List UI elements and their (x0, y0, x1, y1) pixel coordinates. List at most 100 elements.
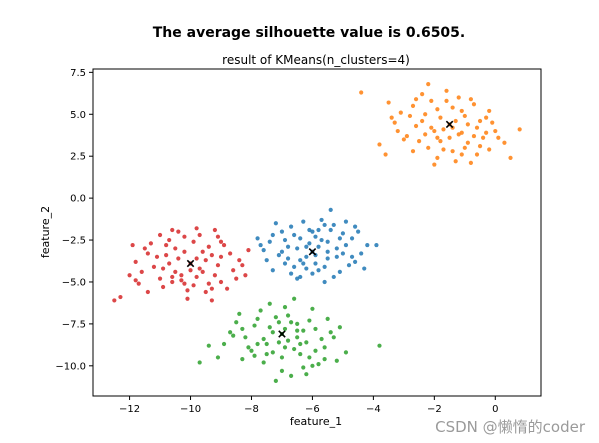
data-point (453, 159, 458, 164)
data-point (301, 328, 306, 333)
cluster-center-marker (278, 330, 286, 338)
centers-layer (186, 120, 454, 338)
data-point (258, 308, 263, 313)
data-point (459, 152, 464, 157)
data-point (292, 232, 297, 238)
data-point (346, 263, 352, 268)
data-point (441, 147, 446, 152)
data-point (432, 162, 437, 167)
chart-suptitle: The average silhouette value is 0.6505. (153, 25, 465, 41)
data-point (191, 283, 196, 288)
data-point (170, 274, 175, 280)
data-point (279, 229, 285, 234)
x-axis-ticks: −12 −10 −8 −6 −4 −2 0 (119, 396, 498, 415)
data-point (356, 229, 361, 234)
data-point (279, 249, 285, 254)
data-point (167, 261, 172, 266)
data-point (313, 261, 318, 266)
data-point (304, 340, 309, 345)
data-point (313, 234, 318, 239)
data-point (218, 254, 224, 259)
data-point (182, 249, 187, 254)
data-point (404, 133, 409, 139)
data-point (462, 145, 467, 150)
data-point (420, 118, 425, 124)
data-point (170, 279, 175, 285)
data-point (289, 373, 294, 378)
cluster-center-marker (445, 120, 454, 129)
data-point (292, 296, 297, 301)
data-point (206, 244, 211, 249)
y-tick-label: 7.5 (70, 68, 86, 79)
data-point (322, 222, 327, 228)
data-point (176, 256, 181, 261)
data-point (325, 316, 330, 321)
data-point (212, 227, 217, 233)
data-point (285, 244, 291, 249)
data-point (231, 333, 236, 338)
data-point (426, 145, 431, 150)
data-point (435, 155, 440, 160)
data-point (292, 346, 297, 352)
data-point (493, 128, 498, 134)
data-point (398, 110, 403, 115)
data-point (298, 258, 303, 263)
data-point (136, 281, 141, 286)
data-point (179, 278, 184, 283)
data-point (420, 92, 425, 97)
data-point (304, 372, 309, 377)
data-point (231, 268, 236, 273)
data-point (237, 311, 242, 316)
data-point (255, 316, 260, 321)
data-point (188, 268, 193, 273)
data-point (285, 256, 291, 261)
data-point (432, 128, 437, 134)
data-point (221, 242, 227, 248)
data-point (423, 112, 428, 117)
data-point (255, 341, 260, 347)
data-point (240, 326, 245, 332)
data-point (200, 249, 205, 254)
data-point (377, 142, 382, 147)
data-point (304, 244, 309, 249)
points-layer (112, 81, 522, 384)
y-tick-label: −5.0 (62, 277, 86, 288)
data-point (154, 254, 160, 259)
data-point (468, 97, 473, 102)
data-point (170, 227, 175, 233)
data-point (349, 254, 355, 259)
data-point (282, 345, 288, 350)
data-point (307, 241, 312, 246)
data-point (304, 266, 309, 271)
data-point (164, 253, 169, 258)
data-point (331, 335, 336, 340)
data-point (471, 102, 477, 107)
data-point (340, 231, 345, 236)
data-point (325, 239, 330, 244)
x-tick-label: 0 (492, 404, 498, 415)
data-point (279, 355, 285, 360)
data-point (362, 266, 367, 271)
data-point (295, 328, 300, 333)
data-point (270, 232, 275, 238)
data-point (316, 244, 321, 249)
data-point (282, 326, 288, 332)
data-point (273, 315, 278, 320)
data-point (206, 343, 211, 348)
data-point (197, 360, 202, 365)
data-point (353, 259, 358, 264)
data-point (157, 276, 163, 281)
data-point (279, 368, 285, 373)
data-point (429, 98, 434, 103)
watermark: CSDN @懒惰的coder (435, 418, 586, 436)
data-point (179, 273, 184, 278)
data-point (349, 236, 355, 241)
data-point (215, 355, 221, 360)
data-point (133, 278, 138, 283)
data-point (310, 271, 315, 276)
data-point (209, 286, 214, 291)
data-point (142, 246, 147, 251)
x-axis-label: feature_1 (290, 415, 342, 428)
data-point (444, 88, 449, 93)
data-point (289, 271, 294, 276)
